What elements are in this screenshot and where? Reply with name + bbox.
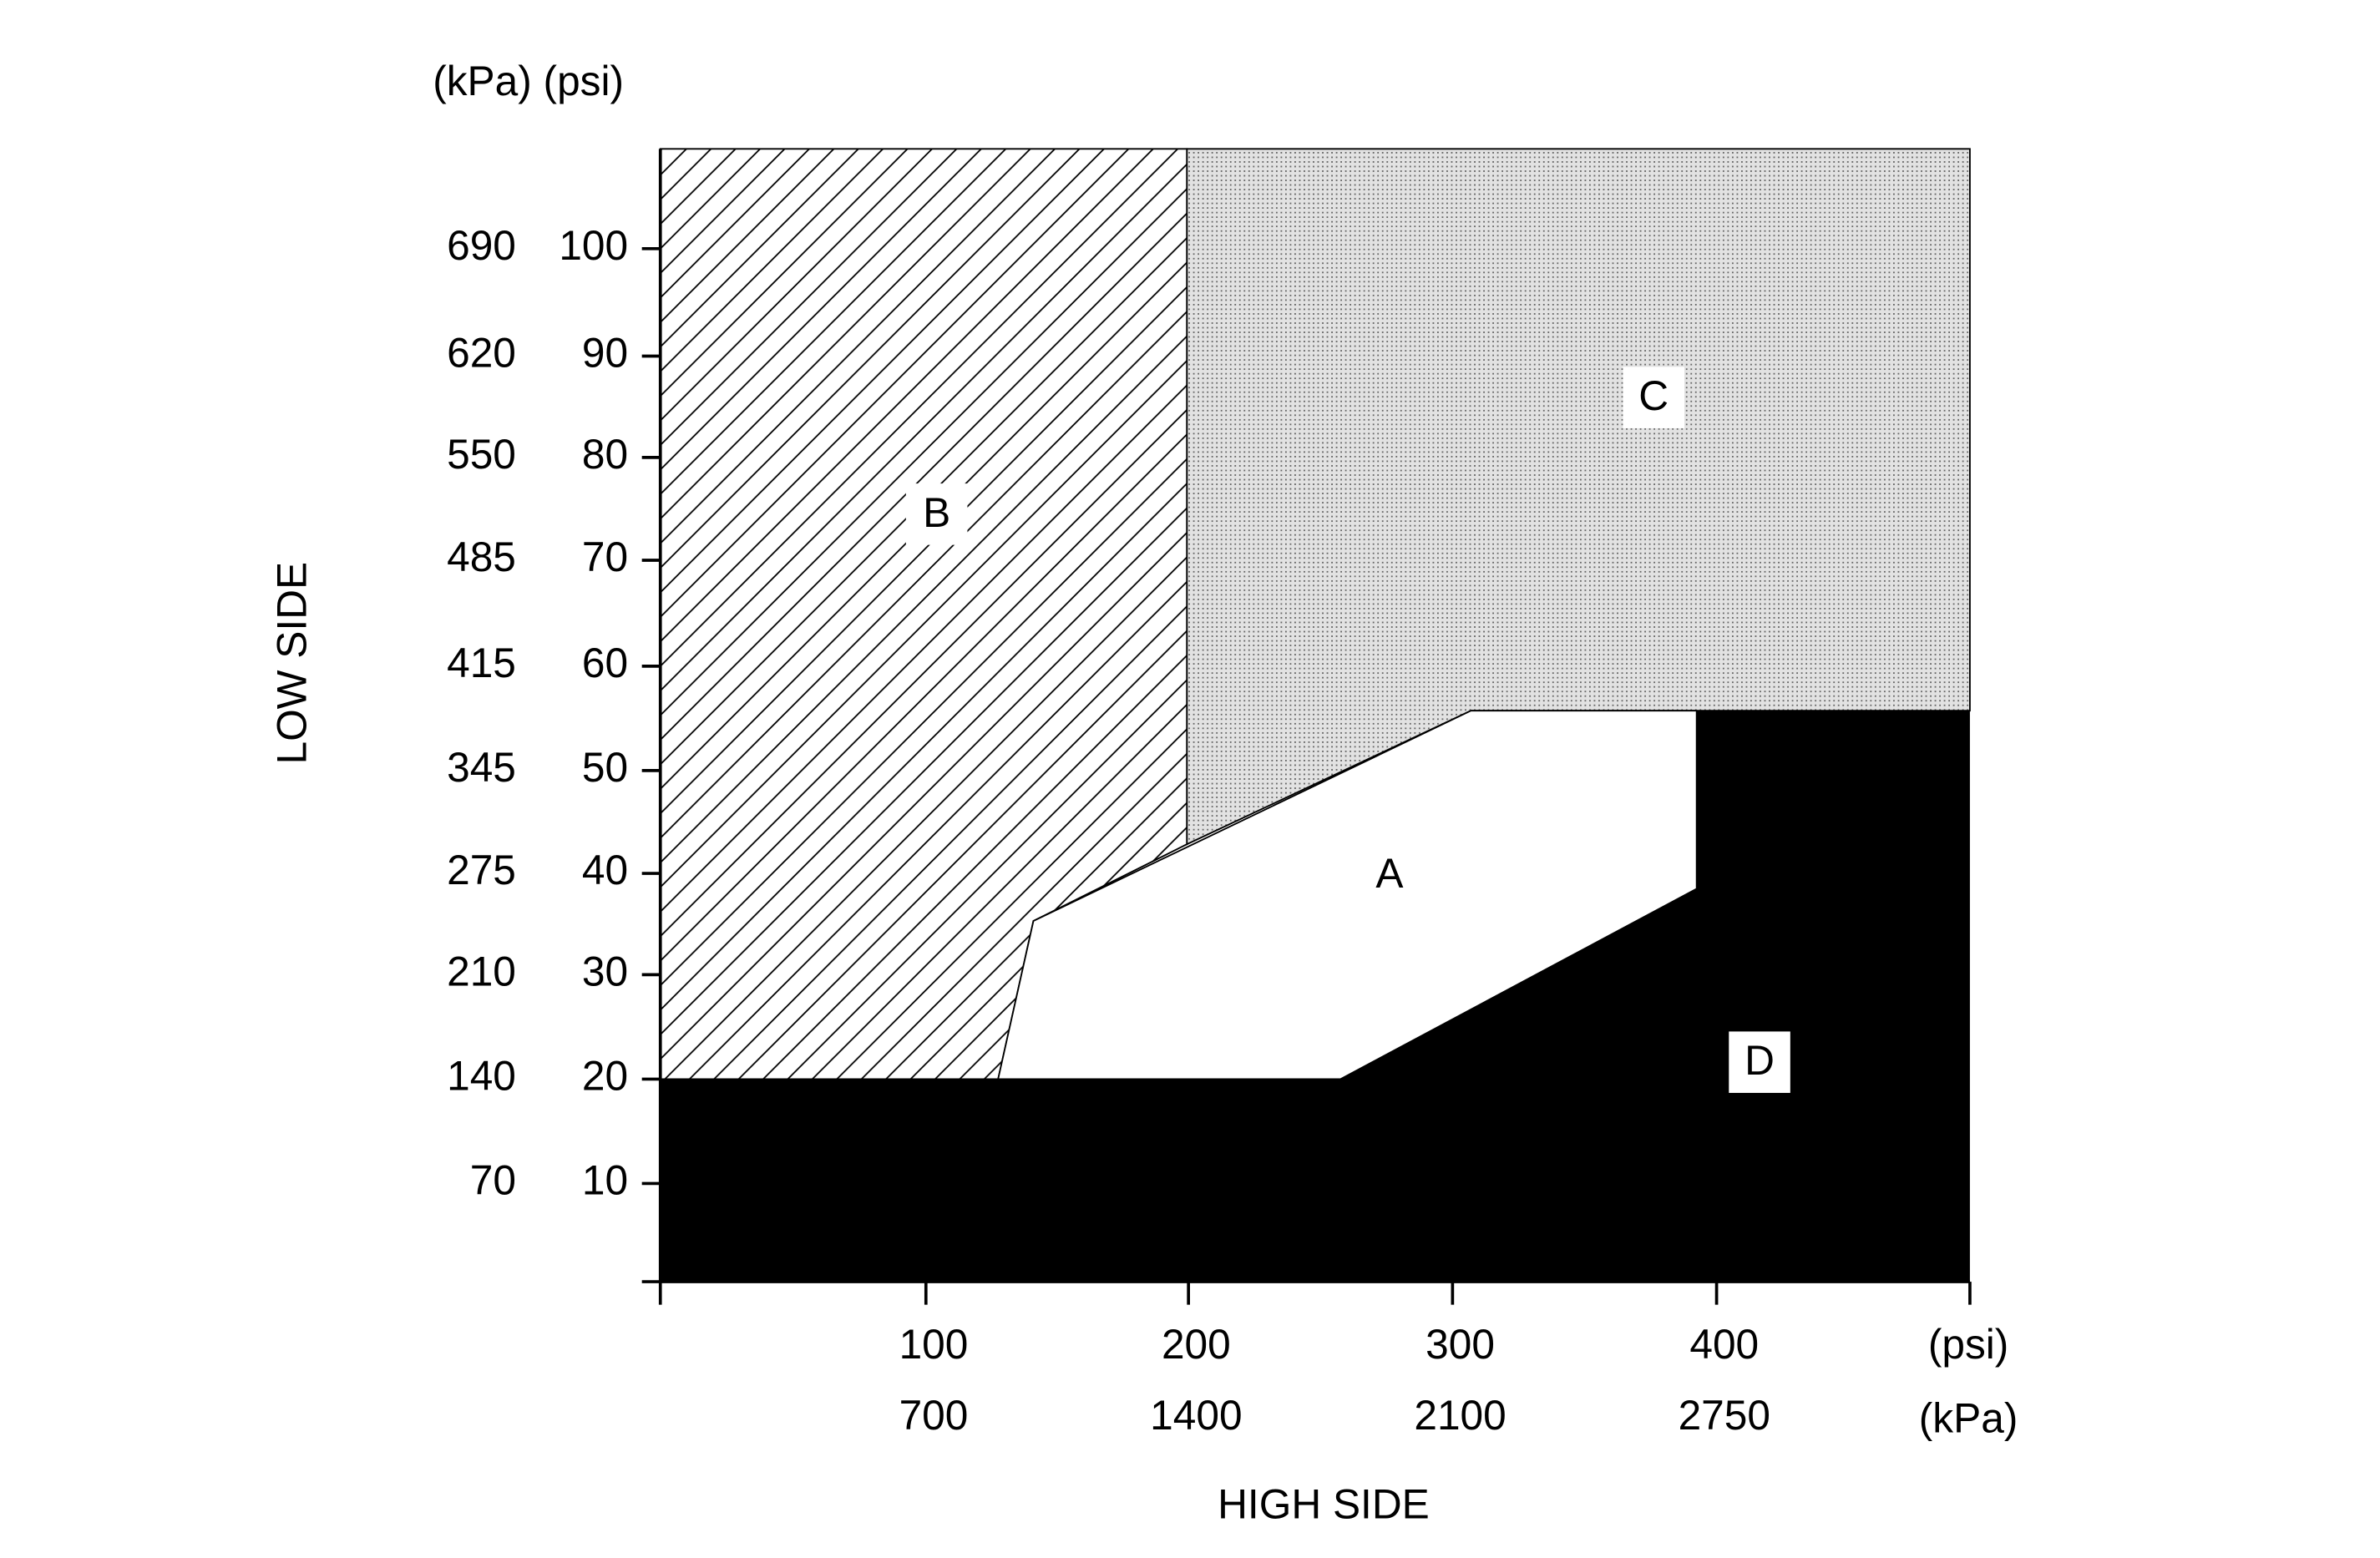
y-tick-psi: 40	[582, 847, 628, 893]
y-tick-kpa: 70	[470, 1157, 516, 1204]
y-tick-kpa: 550	[447, 431, 516, 478]
x-tick-psi: 100	[899, 1321, 969, 1368]
region-label: B	[923, 489, 950, 536]
label-box	[1729, 1031, 1790, 1093]
y-tick-psi: 80	[582, 431, 628, 478]
y-tick-psi: 20	[582, 1053, 628, 1100]
region-label: C	[1638, 372, 1669, 419]
y-tick-psi: 90	[582, 330, 628, 377]
x-tick-kpa: 2100	[1414, 1392, 1506, 1439]
x-tick-psi: 200	[1162, 1321, 1231, 1368]
units-label: (kPa) (psi)	[433, 58, 624, 104]
y-tick-kpa: 345	[447, 744, 516, 791]
y-tick-psi: 10	[582, 1157, 628, 1204]
x-unit-psi: (psi)	[1928, 1321, 2009, 1368]
y-tick-psi: 100	[559, 222, 628, 269]
y-tick-kpa: 690	[447, 222, 516, 269]
label-box	[1623, 367, 1684, 428]
y-tick-kpa: 485	[447, 534, 516, 580]
region-d	[660, 711, 1970, 1282]
x-tick-kpa: 2750	[1679, 1392, 1770, 1439]
y-tick-psi: 70	[582, 534, 628, 580]
y-tick-kpa: 275	[447, 847, 516, 893]
x-tick-psi: 300	[1425, 1321, 1495, 1368]
x-unit-kpa: (kPa)	[1919, 1394, 2018, 1441]
x-axis-title: HIGH SIDE	[1218, 1480, 1430, 1527]
y-tick-psi: 50	[582, 744, 628, 791]
region-label: D	[1744, 1037, 1775, 1084]
y-tick-kpa: 415	[447, 640, 516, 686]
y-tick-kpa: 210	[447, 948, 516, 995]
label-box	[905, 483, 968, 545]
y-axis-title: LOW SIDE	[268, 562, 315, 765]
y-tick-kpa: 140	[447, 1053, 516, 1100]
region-label: A	[1375, 850, 1403, 897]
x-tick-kpa: 1400	[1150, 1392, 1242, 1439]
x-tick-kpa: 700	[899, 1392, 969, 1439]
y-tick-psi: 30	[582, 948, 628, 995]
y-tick-psi: 60	[582, 640, 628, 686]
x-tick-psi: 400	[1689, 1321, 1759, 1368]
y-tick-kpa: 620	[447, 330, 516, 377]
